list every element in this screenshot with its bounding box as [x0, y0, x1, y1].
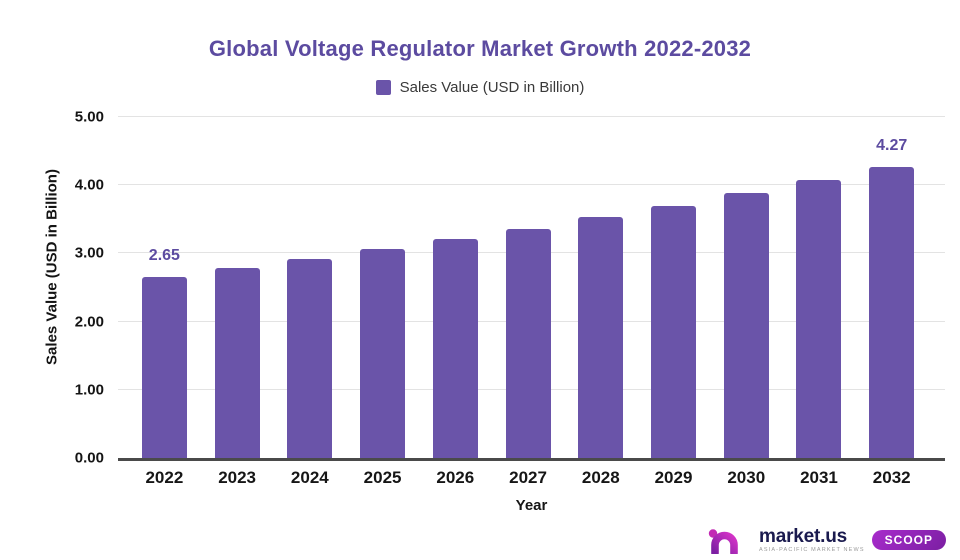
scoop-badge: SCOOP [871, 530, 946, 550]
y-tick-label: 5.00 [74, 108, 104, 126]
brand-text: market.us ASIA-PACIFIC MARKET NEWS [759, 527, 865, 554]
y-tick-label: 1.00 [74, 381, 104, 399]
gridline [118, 116, 945, 117]
bar-group [273, 117, 346, 458]
brand-name: market.us [759, 525, 847, 547]
bar-2025 [360, 249, 406, 458]
y-axis-tick-labels: 0.00 1.00 2.00 3.00 4.00 5.00 [0, 109, 104, 467]
x-tick-label: 2029 [654, 468, 693, 487]
bar-2027 [505, 228, 551, 458]
bar-group [783, 117, 856, 458]
plot-area: 2.65 4.27 [118, 116, 945, 461]
x-tick-label: 2022 [145, 468, 184, 487]
x-tick-label: 2031 [800, 468, 838, 487]
bar-2023 [214, 268, 260, 458]
y-tick-label: 4.00 [74, 176, 104, 194]
legend-swatch-icon [375, 80, 391, 95]
bar-group [346, 117, 419, 458]
gridline [118, 184, 945, 186]
bar-2026 [432, 239, 478, 458]
bar-group [419, 117, 492, 458]
y-tick-label: 0.00 [74, 449, 104, 467]
bar-2031 [796, 180, 842, 458]
bar-group [201, 117, 274, 458]
bar-value-label: 2.65 [148, 247, 180, 265]
x-tick-label: 2032 [872, 468, 911, 487]
x-tick-label: 2025 [363, 468, 402, 487]
bar-group [637, 117, 710, 458]
bar-group [564, 117, 637, 458]
x-axis-title: Year [515, 497, 548, 514]
bar-2032 [869, 166, 915, 458]
chart-title: Global Voltage Regulator Market Growth 2… [208, 36, 752, 61]
bar-2022 [141, 277, 187, 458]
bar-group [492, 117, 565, 458]
bar-2024 [287, 258, 333, 458]
x-tick-label: 2027 [509, 468, 547, 487]
bar-group [710, 117, 783, 458]
legend: Sales Value (USD in Billion) [0, 79, 960, 96]
bar-group: 4.27 [855, 117, 928, 458]
legend-label: Sales Value (USD in Billion) [399, 79, 585, 96]
x-axis-tick-labels: 2022 2023 2024 2025 2026 2027 2028 2029 2030 2031… [118, 468, 945, 488]
brand-tagline: ASIA-PACIFIC MARKET NEWS [759, 546, 865, 553]
marketus-logo-icon [708, 527, 749, 554]
x-tick-label: 2026 [436, 468, 475, 487]
x-tick-label: 2023 [218, 468, 257, 487]
brand-logo[interactable]: market.us ASIA-PACIFIC MARKET NEWS SCOOP [708, 524, 946, 556]
x-tick-label: 2030 [727, 468, 766, 487]
bar-group: 2.65 [128, 117, 201, 458]
bar-2028 [578, 217, 624, 458]
x-tick-label: 2024 [290, 468, 329, 487]
bar-series: 2.65 4.27 [128, 117, 928, 458]
y-tick-label: 2.00 [74, 313, 104, 331]
bar-2030 [723, 193, 769, 458]
bar-2029 [651, 205, 696, 458]
bar-value-label: 4.27 [876, 136, 908, 154]
y-tick-label: 3.00 [74, 244, 104, 262]
x-tick-label: 2028 [581, 468, 620, 487]
